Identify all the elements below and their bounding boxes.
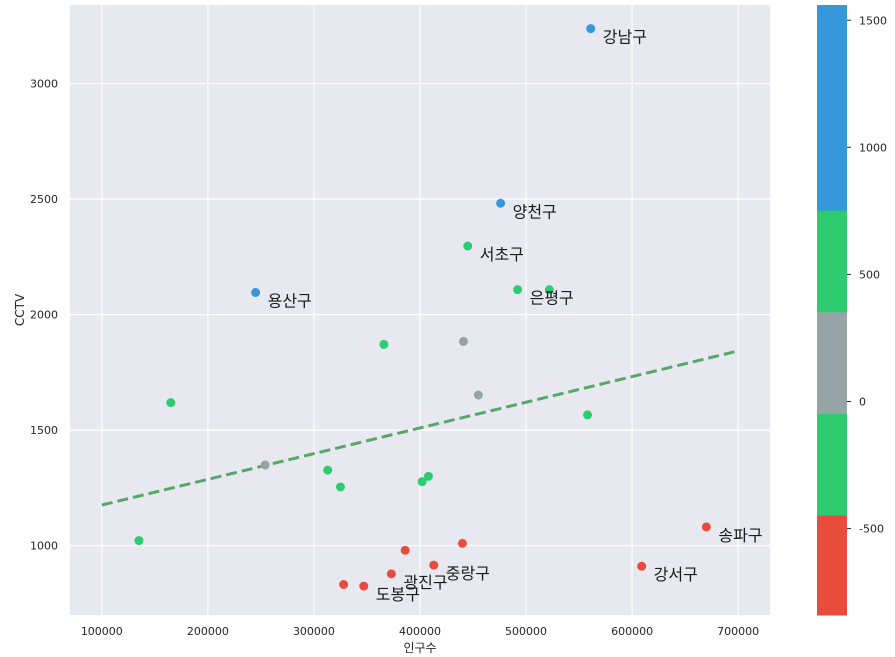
data-point	[423, 471, 433, 481]
data-point	[496, 198, 506, 208]
data-point	[386, 569, 396, 579]
x-tick-label: 700000	[717, 625, 759, 638]
x-tick-label: 100000	[81, 625, 123, 638]
data-point	[134, 536, 144, 546]
fit-line	[101, 349, 739, 507]
x-tick-label: 300000	[293, 625, 335, 638]
colorbar-tick-label: 0	[859, 396, 866, 409]
colorbar-tick-labels: -500 0 500 1000 1500	[847, 14, 887, 536]
data-point	[583, 410, 593, 420]
grid-lines	[70, 5, 770, 615]
data-point	[637, 561, 647, 571]
data-point	[417, 477, 427, 487]
y-tick-label: 1000	[30, 540, 58, 553]
data-point	[379, 339, 389, 349]
data-point	[513, 285, 523, 295]
data-point	[473, 390, 483, 400]
y-axis-label: CCTV	[13, 293, 27, 326]
fit-line-group	[101, 349, 739, 507]
point-annotation: 중랑구	[446, 564, 490, 583]
point-annotation: 광진구	[403, 573, 447, 592]
point-annotation: 은평구	[530, 289, 574, 308]
y-tick-labels: 1000 1500 2000 2500 3000	[30, 78, 58, 553]
point-annotation: 용산구	[268, 291, 312, 310]
y-tick-label: 2000	[30, 309, 58, 322]
colorbar-tick-label: -500	[859, 523, 884, 536]
data-point	[166, 398, 176, 408]
point-annotation: 서초구	[480, 245, 524, 264]
y-tick-label: 2500	[30, 193, 58, 206]
x-tick-labels: 100000 200000 300000 400000 500000 600000 7000…	[81, 625, 759, 638]
data-point	[457, 538, 467, 548]
data-point	[335, 482, 345, 492]
data-point	[359, 581, 369, 591]
colorbar-band	[817, 413, 847, 516]
x-tick-label: 600000	[611, 625, 653, 638]
y-tick-label: 3000	[30, 78, 58, 91]
data-point	[260, 460, 270, 470]
colorbar-tick-label: 500	[859, 268, 880, 281]
colorbar-band	[817, 210, 847, 313]
colorbar-band	[817, 5, 847, 211]
data-point	[251, 287, 261, 297]
x-tick-label: 200000	[187, 625, 229, 638]
data-point	[458, 336, 468, 346]
x-tick-label: 400000	[399, 625, 441, 638]
data-point	[400, 545, 410, 555]
colorbar-band	[817, 311, 847, 414]
point-annotation: 양천구	[513, 202, 557, 221]
y-tick-label: 1500	[30, 424, 58, 437]
data-point	[544, 285, 554, 295]
point-annotation: 도봉구	[376, 585, 420, 604]
points-group	[134, 24, 711, 591]
data-point	[429, 560, 439, 570]
data-point	[339, 580, 349, 589]
data-point	[586, 24, 596, 34]
colorbar-tick-label: 1500	[859, 14, 887, 27]
colorbar-band	[817, 515, 847, 616]
point-annotation: 강남구	[603, 28, 647, 47]
colorbar-tick-label: 1000	[859, 141, 887, 154]
point-annotation: 강서구	[654, 565, 698, 584]
point-annotation: 송파구	[718, 526, 762, 545]
data-point	[323, 465, 333, 475]
colorbar	[817, 5, 847, 616]
data-point	[463, 241, 473, 251]
data-point	[701, 522, 711, 532]
x-axis-label: 인구수	[403, 641, 436, 655]
x-tick-label: 500000	[505, 625, 547, 638]
